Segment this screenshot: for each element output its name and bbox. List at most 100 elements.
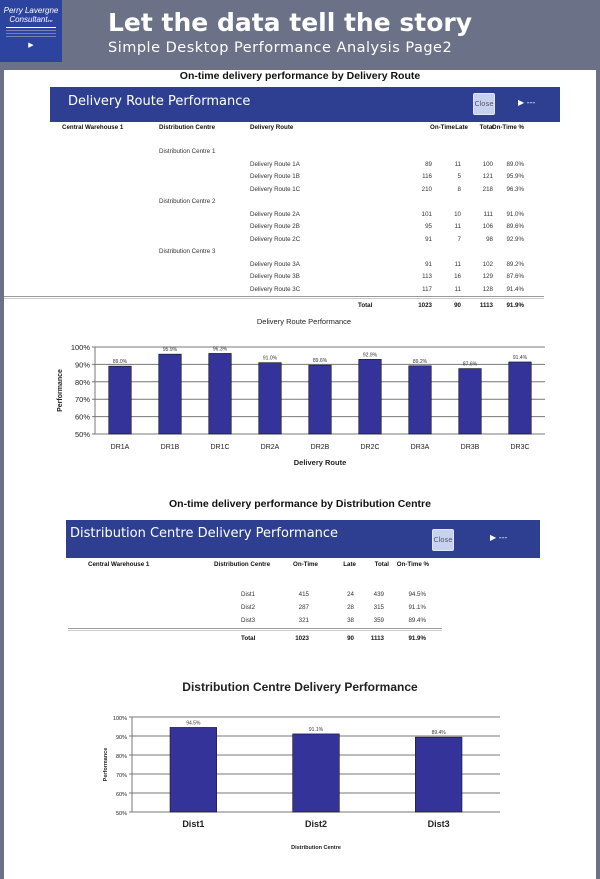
data-label: 89.2% bbox=[413, 359, 428, 365]
page-subtitle: Simple Desktop Performance Analysis Page… bbox=[108, 40, 453, 56]
table-cell: 7 bbox=[457, 235, 461, 243]
table-cell: 87.6% bbox=[506, 273, 524, 280]
y-tick-label: 100% bbox=[71, 343, 91, 352]
x-tick-label: Dist3 bbox=[428, 819, 450, 829]
table-cell: 415 bbox=[298, 591, 309, 598]
column-header: On-Time bbox=[430, 124, 455, 131]
table-cell: 121 bbox=[482, 173, 493, 180]
column-header: Central Warehouse 1 bbox=[88, 561, 150, 568]
table-cell: 98 bbox=[486, 235, 493, 243]
table-cell: 210 bbox=[421, 185, 432, 193]
close-button[interactable]: Close bbox=[432, 529, 454, 551]
y-tick-label: 80% bbox=[75, 378, 90, 387]
column-header: Central Warehouse 1 bbox=[62, 124, 124, 131]
x-tick-label: DR1C bbox=[210, 444, 229, 451]
x-tick-label: Dist1 bbox=[182, 819, 204, 829]
table-cell: 89 bbox=[425, 160, 432, 168]
logo-line1: Perry Lavergne bbox=[3, 6, 59, 15]
bar bbox=[258, 362, 282, 435]
data-label: 89.4% bbox=[432, 730, 447, 736]
centre-band: Distribution Centre Delivery Performance… bbox=[66, 520, 540, 558]
table-cell: 89.4% bbox=[408, 617, 426, 624]
x-tick-label: DR3C bbox=[510, 444, 529, 451]
total-cell: 1113 bbox=[370, 635, 384, 642]
table-cell: 5 bbox=[457, 173, 461, 180]
table-cell: 11 bbox=[454, 260, 461, 268]
x-tick-label: Dist2 bbox=[305, 819, 327, 829]
route-name: Delivery Route 1C bbox=[250, 185, 301, 193]
table-rule bbox=[4, 296, 544, 299]
table-cell: 24 bbox=[347, 591, 354, 598]
x-axis-label: Distribution Centre bbox=[291, 845, 341, 851]
table-cell: 439 bbox=[373, 591, 384, 598]
table-cell: 287 bbox=[298, 604, 309, 611]
chart-title: Delivery Route Performance bbox=[257, 317, 351, 326]
table-cell: 89.6% bbox=[506, 223, 524, 230]
table-cell: 91.0% bbox=[506, 210, 524, 218]
chart-title: Distribution Centre Delivery Performance bbox=[182, 680, 418, 694]
x-tick-label: DR2B bbox=[311, 444, 330, 451]
bar bbox=[508, 361, 532, 435]
x-tick-label: DR3B bbox=[461, 444, 480, 451]
table-cell: 89.2% bbox=[506, 260, 524, 268]
data-label: 95.9% bbox=[163, 347, 178, 353]
table-cell: 91 bbox=[425, 235, 432, 243]
route-name: Delivery Route 3A bbox=[250, 260, 300, 268]
route-name: Delivery Route 2A bbox=[250, 210, 300, 218]
table-cell: 101 bbox=[421, 210, 432, 218]
centre-name: Dist2 bbox=[241, 604, 256, 611]
route-name: Delivery Route 1B bbox=[250, 173, 300, 180]
play-icon: ▶ bbox=[28, 42, 34, 49]
group-label: Distribution Centre 3 bbox=[159, 248, 216, 255]
play-icon[interactable]: ▶ ‐‐‐ bbox=[518, 98, 536, 107]
close-button[interactable]: Close bbox=[473, 93, 495, 115]
column-header: Delivery Route bbox=[250, 124, 294, 131]
centre-name: Dist3 bbox=[241, 617, 256, 624]
data-label: 92.9% bbox=[363, 352, 378, 358]
table-cell: 116 bbox=[422, 173, 432, 180]
bar bbox=[408, 365, 432, 435]
y-tick-label: 100% bbox=[113, 716, 127, 722]
x-axis-label: Delivery Route bbox=[294, 458, 347, 467]
data-label: 91.4% bbox=[513, 355, 528, 361]
route-chart: Delivery Route Performance 50% 60% 70% 80% 90… bbox=[57, 317, 545, 467]
total-cell: 1023 bbox=[418, 302, 432, 309]
centre-chart: Distribution Centre Delivery Performance… bbox=[103, 680, 500, 851]
bar bbox=[108, 365, 132, 435]
column-header: Late bbox=[343, 561, 356, 568]
table-cell: 91.1% bbox=[408, 604, 426, 611]
total-label: Total bbox=[358, 302, 373, 309]
column-header: On-Time % bbox=[491, 124, 524, 131]
table-cell: 117 bbox=[422, 285, 432, 293]
centre-name: Dist1 bbox=[241, 591, 256, 598]
y-tick-label: 70% bbox=[75, 395, 90, 404]
total-cell: 1113 bbox=[479, 302, 493, 309]
table-cell: 91.4% bbox=[506, 285, 524, 293]
centre-band-title: Distribution Centre Delivery Performance bbox=[70, 526, 339, 541]
route-section-heading: On-time delivery performance by Delivery… bbox=[179, 70, 421, 82]
table-cell: 96.3% bbox=[506, 185, 524, 193]
table-cell: 100 bbox=[482, 160, 493, 168]
column-header: Late bbox=[455, 124, 468, 131]
route-band: Delivery Route Performance Close ▶ ‐‐‐ bbox=[50, 87, 560, 122]
group-label: Distribution Centre 2 bbox=[159, 198, 216, 205]
bar bbox=[415, 736, 463, 813]
total-cell: 91.9% bbox=[506, 302, 524, 309]
centre-table: Central Warehouse 1 Distribution Centre On… bbox=[4, 558, 596, 648]
bar bbox=[292, 733, 340, 813]
column-header: On-Time % bbox=[396, 561, 429, 568]
x-tick-label: DR1B bbox=[161, 444, 180, 451]
data-label: 91.0% bbox=[263, 356, 278, 362]
total-cell: 90 bbox=[347, 635, 354, 642]
y-axis-label: Performance bbox=[57, 369, 64, 412]
total-cell: 1023 bbox=[295, 635, 309, 642]
total-cell: 90 bbox=[454, 302, 461, 309]
table-cell: 94.5% bbox=[408, 591, 426, 598]
play-icon[interactable]: ▶ ‐‐‐ bbox=[490, 533, 508, 542]
x-tick-label: DR2A bbox=[261, 444, 280, 451]
y-tick-label: 70% bbox=[116, 773, 127, 779]
table-cell: 359 bbox=[373, 617, 384, 624]
y-tick-label: 60% bbox=[116, 792, 127, 798]
y-tick-label: 90% bbox=[116, 735, 127, 741]
column-header: Distribution Centre bbox=[159, 124, 216, 131]
